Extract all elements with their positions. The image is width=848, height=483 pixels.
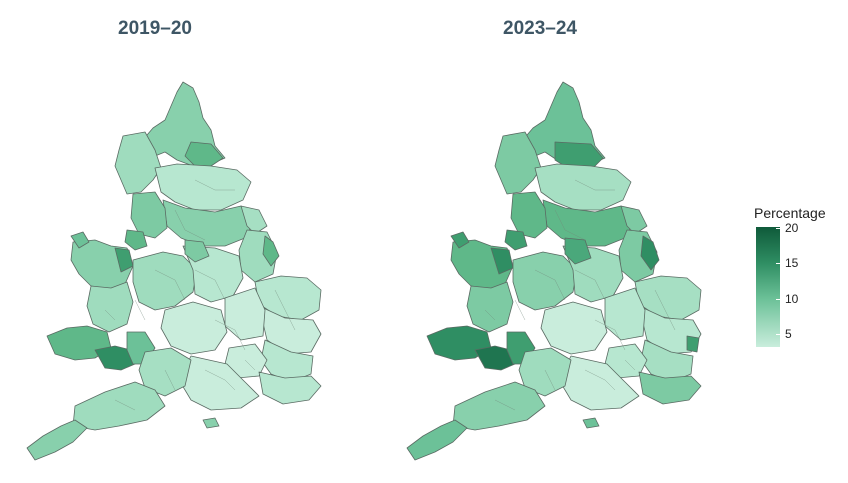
england-wales-outline: [26, 81, 322, 461]
region-north-yorkshire: [154, 163, 252, 211]
region-norfolk: [634, 275, 702, 321]
region-east-yorks: [240, 205, 268, 235]
legend-title: Percentage: [754, 205, 826, 221]
region-west-midlands: [512, 251, 578, 311]
region-lancashire: [130, 191, 168, 239]
region-cumbria: [494, 131, 542, 195]
region-lancashire: [510, 191, 548, 239]
legend-tickmark-5: [776, 334, 780, 335]
region-oxford: [160, 301, 228, 355]
region-cornwall: [26, 419, 88, 461]
region-north-yorkshire: [534, 163, 632, 211]
region-wales-mid: [86, 281, 134, 333]
region-suffolk-coast: [686, 335, 700, 353]
panel-title-right: 2023–24: [503, 18, 577, 39]
region-wilts: [518, 347, 572, 397]
legend-tickmark-15: [776, 263, 780, 264]
region-wales-mid: [466, 281, 514, 333]
district-boundaries: [484, 179, 676, 411]
region-west-midlands: [132, 251, 198, 311]
region-merseyside: [124, 229, 148, 251]
england-wales-outline: [406, 81, 702, 461]
panel-title-left: 2019–20: [118, 18, 192, 39]
region-east-yorks: [620, 205, 648, 235]
legend-tickmark-10: [776, 299, 780, 300]
legend-tick-15: 15: [785, 256, 799, 270]
region-south-west: [72, 381, 166, 431]
region-merseyside: [504, 229, 528, 251]
map-2019-20: [26, 81, 322, 461]
region-lincs-coast: [640, 235, 660, 271]
district-boundaries: [104, 179, 296, 411]
region-norfolk: [254, 275, 322, 321]
legend-tickmark-20: [776, 228, 780, 229]
region-oxford: [540, 301, 608, 355]
region-derby-dark: [184, 239, 210, 263]
legend: Percentage 20 15 10 5: [752, 205, 848, 355]
region-south-west: [452, 381, 546, 431]
region-wilts: [138, 347, 192, 397]
region-kent: [638, 371, 702, 405]
map-2023-24: [406, 81, 702, 461]
region-anglesey: [70, 231, 90, 249]
region-lincs-coast: [262, 235, 280, 267]
region-isle-of-wight: [202, 417, 220, 429]
legend-tick-20: 20: [785, 221, 799, 235]
region-cornwall: [406, 419, 468, 461]
region-kent: [258, 371, 322, 405]
legend-tick-10: 10: [785, 292, 799, 306]
region-derby-dark: [564, 237, 592, 265]
region-cumbria: [114, 131, 162, 195]
legend-color-bar: [756, 227, 780, 347]
region-anglesey: [450, 231, 470, 249]
region-isle-of-wight: [582, 417, 600, 429]
legend-tick-5: 5: [785, 327, 792, 341]
